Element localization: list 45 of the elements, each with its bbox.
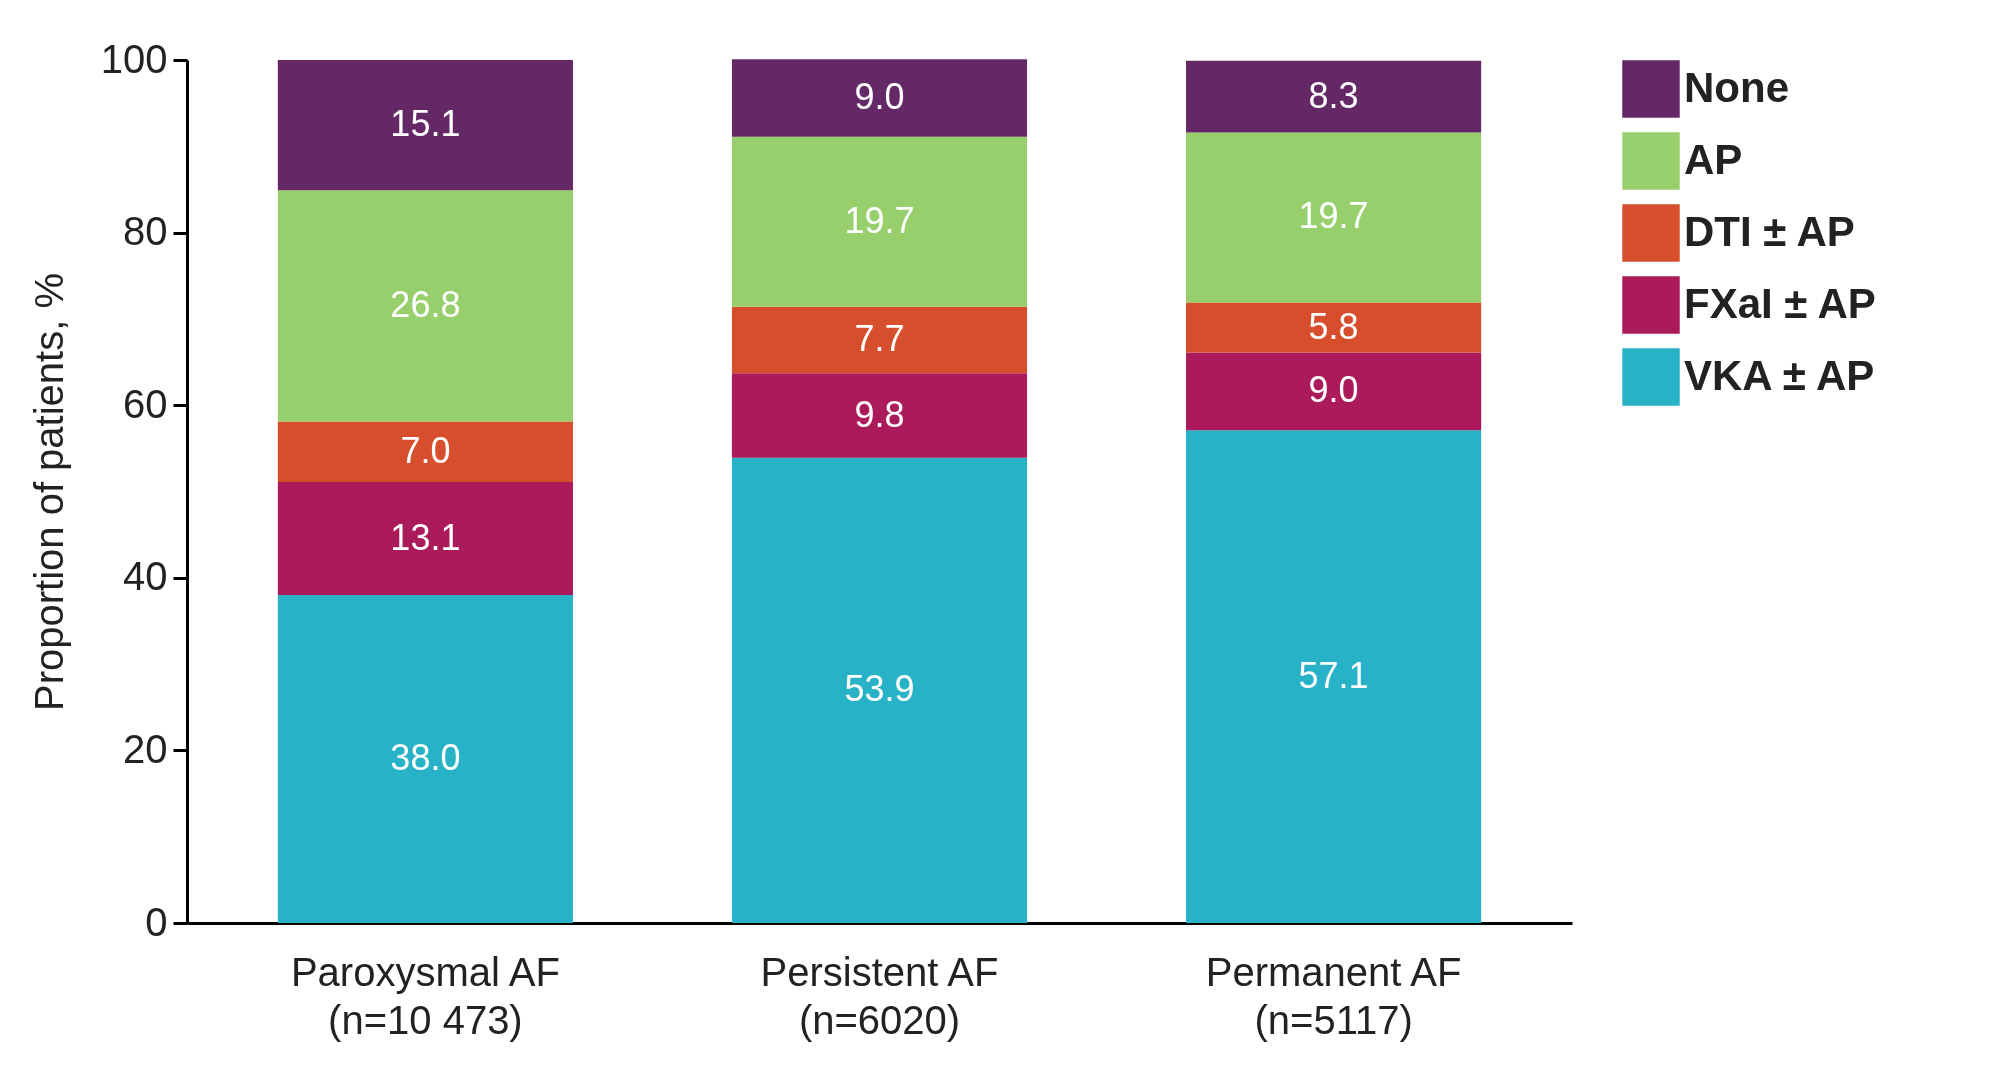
bar: [731, 457, 1028, 923]
bar: [1186, 60, 1482, 133]
bar: [731, 306, 1028, 374]
data-label: 15.1: [390, 103, 461, 145]
bar: [731, 373, 1028, 458]
y-axis-title: Proportion of patients, %: [26, 272, 71, 712]
bar: [277, 60, 573, 191]
data-label: 13.1: [390, 516, 461, 558]
bar: [277, 482, 573, 596]
data-label: 5.8: [1308, 305, 1359, 347]
data-label: 57.1: [1298, 654, 1369, 696]
x-tick-label: Paroxysmal AF (n=10 473): [290, 949, 560, 1042]
data-label: 9.0: [854, 75, 905, 117]
y-tick-label: 20: [123, 726, 168, 771]
y-tick-label: 60: [123, 381, 168, 426]
bar: [1186, 430, 1482, 923]
data-label: 53.9: [844, 668, 915, 710]
y-tick-label: 0: [145, 899, 168, 944]
x-tick-label: Persistent AF (n=6020): [760, 949, 999, 1042]
data-label: 7.0: [400, 429, 451, 471]
bar: [277, 595, 573, 923]
data-label: 26.8: [390, 283, 461, 325]
data-label: 9.8: [854, 393, 905, 435]
y-tick-label: 100: [100, 36, 168, 81]
data-label: 38.0: [390, 737, 461, 779]
bar: [277, 190, 573, 422]
data-label: 7.7: [854, 318, 905, 360]
legend-label: DTI ± AP: [1684, 208, 1855, 255]
bar: [731, 59, 1028, 137]
y-tick-label: 40: [123, 554, 168, 599]
legend-label: VKA ± AP: [1684, 352, 1875, 399]
bar: [1186, 302, 1482, 353]
y-tick-label: 80: [123, 209, 168, 254]
legend-label: FXaI ± AP: [1684, 280, 1876, 327]
data-label: 19.7: [1298, 195, 1369, 237]
data-label: 8.3: [1308, 74, 1359, 116]
legend-label: None: [1684, 64, 1789, 111]
bar: [731, 136, 1028, 307]
x-tick-label: Permanent AF (n=5117): [1205, 949, 1462, 1042]
bar: [277, 421, 573, 483]
data-label: 9.0: [1308, 369, 1359, 411]
bar: [1186, 352, 1482, 431]
data-label: 19.7: [844, 199, 915, 241]
bar: [1186, 132, 1482, 303]
legend-label: AP: [1684, 136, 1743, 183]
